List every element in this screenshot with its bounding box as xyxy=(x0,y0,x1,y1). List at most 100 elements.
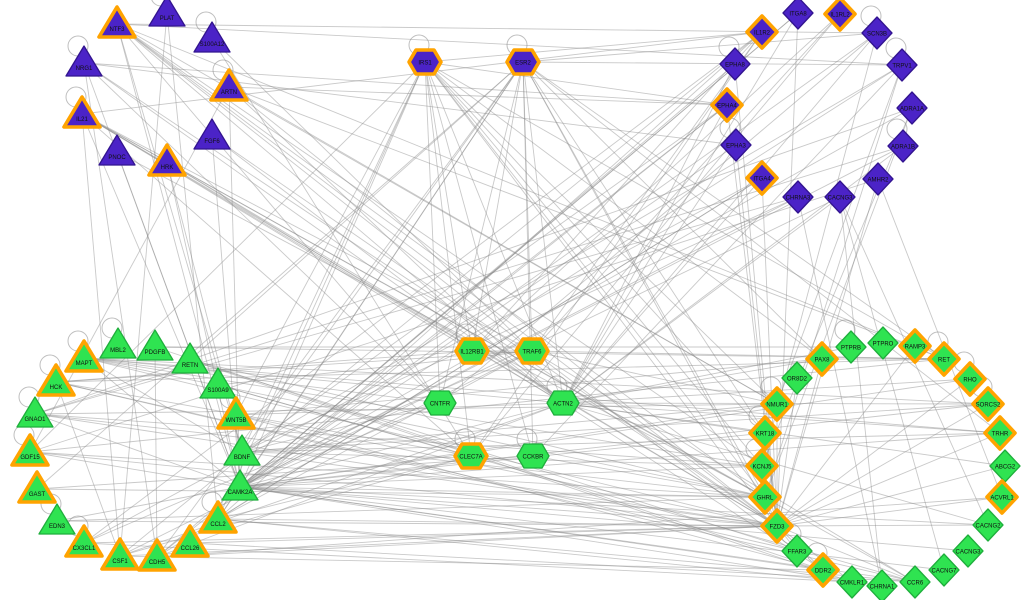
edge-fzd3-abcg2 xyxy=(776,465,1006,527)
node-camk2a[interactable] xyxy=(221,469,259,501)
node-edn3[interactable] xyxy=(38,503,76,535)
node-itga8[interactable] xyxy=(782,0,814,30)
edge-esr2-il12rb1 xyxy=(471,61,524,352)
node-s100a12[interactable] xyxy=(193,21,231,53)
edge-irs1-epha4 xyxy=(424,61,728,106)
node-krt18[interactable] xyxy=(748,415,782,451)
node-clec7a[interactable] xyxy=(453,442,489,470)
node-fzd3[interactable] xyxy=(760,508,794,544)
edge-epha8-actn2 xyxy=(562,63,736,404)
node-kcnj5[interactable] xyxy=(745,448,779,484)
node-esr2[interactable] xyxy=(505,48,541,76)
node-wnt5b[interactable] xyxy=(216,396,256,430)
node-il1rl2[interactable] xyxy=(823,0,857,32)
node-artn[interactable] xyxy=(209,68,249,102)
node-actn2[interactable] xyxy=(546,390,580,416)
node-ptprb[interactable] xyxy=(835,330,867,364)
node-gast[interactable] xyxy=(17,470,57,504)
edge-chrna3-camk2a xyxy=(239,196,799,488)
node-adra1a[interactable] xyxy=(896,91,928,125)
edge-fzd3-pax8 xyxy=(776,358,823,527)
edge-esr2-ccl2 xyxy=(217,61,524,520)
node-trhr[interactable] xyxy=(983,415,1017,451)
node-ramp3[interactable] xyxy=(898,328,932,364)
edge-esr2-cntfr xyxy=(439,61,524,404)
node-ccl26[interactable] xyxy=(170,524,210,558)
node-acvrl1[interactable] xyxy=(985,479,1019,515)
edge-ntf3-traf6 xyxy=(116,23,533,352)
node-ghrl[interactable] xyxy=(748,479,782,515)
node-sorcs2[interactable] xyxy=(971,386,1005,422)
node-cacng2[interactable] xyxy=(972,508,1004,542)
node-plat[interactable] xyxy=(148,0,186,27)
node-cx3cl1[interactable] xyxy=(64,524,104,558)
node-epha8[interactable] xyxy=(719,47,751,81)
node-pdgfb[interactable] xyxy=(136,329,174,361)
node-trpv1[interactable] xyxy=(886,48,918,82)
node-chrna1[interactable] xyxy=(866,569,898,600)
node-epha4[interactable] xyxy=(710,87,744,123)
node-il21[interactable] xyxy=(62,95,102,129)
node-epha3[interactable] xyxy=(720,128,752,162)
node-bdnf[interactable] xyxy=(223,434,261,466)
node-fgf6[interactable] xyxy=(193,118,231,150)
node-chrna3[interactable] xyxy=(782,180,814,214)
node-scn3b[interactable] xyxy=(861,16,893,50)
node-il1r2[interactable] xyxy=(745,14,779,50)
edge-gdf15-ghrl xyxy=(29,451,766,498)
node-or8d2[interactable] xyxy=(781,361,813,395)
node-cacng7[interactable] xyxy=(928,553,960,587)
edge-retn-ghrl xyxy=(189,359,766,498)
node-cdh5[interactable] xyxy=(137,538,177,572)
edge-actn2-wnt5b xyxy=(235,402,564,416)
node-il12rb1[interactable] xyxy=(454,337,490,365)
edge-cntfr-camk2a xyxy=(239,402,441,488)
node-ptpro[interactable] xyxy=(867,326,899,360)
node-itga4[interactable] xyxy=(745,160,779,196)
node-ntf3[interactable] xyxy=(97,5,137,39)
node-adra1b[interactable] xyxy=(887,129,919,163)
node-nrg1[interactable] xyxy=(65,45,103,77)
node-pnoc[interactable] xyxy=(98,134,136,166)
edge-gnao1-kcnj5 xyxy=(34,413,763,467)
edge-esr2-gast xyxy=(36,61,524,490)
node-cacng3[interactable] xyxy=(952,534,984,568)
node-ccl2[interactable] xyxy=(198,500,238,534)
node-ret[interactable] xyxy=(927,341,961,377)
node-cmklr1[interactable] xyxy=(836,565,868,599)
node-mbl2[interactable] xyxy=(99,327,137,359)
node-mapt[interactable] xyxy=(64,339,104,373)
edge-nrg1-cdh5 xyxy=(83,62,158,558)
node-hrk[interactable] xyxy=(147,143,187,177)
edge-wnt5b-ddr2 xyxy=(235,414,824,571)
edge-il1r2-cx3cl1 xyxy=(83,31,763,544)
edge-irs1-nmur1 xyxy=(424,61,778,405)
node-pax8[interactable] xyxy=(805,341,839,377)
node-gdf15[interactable] xyxy=(10,433,50,467)
node-hck[interactable] xyxy=(36,363,76,397)
node-rho[interactable] xyxy=(953,361,987,397)
node-amhr2[interactable] xyxy=(862,162,894,196)
node-s100a9[interactable] xyxy=(199,367,237,399)
node-nmur1[interactable] xyxy=(760,386,794,422)
node-traf6[interactable] xyxy=(514,337,550,365)
node-gnao1[interactable] xyxy=(16,396,54,428)
edge-camk2a-sorcs2 xyxy=(239,403,989,488)
edge-artn-ret xyxy=(228,86,945,360)
node-ddr2[interactable] xyxy=(806,552,840,588)
node-ccr6[interactable] xyxy=(899,565,931,599)
edge-clec7a-ccl2 xyxy=(217,455,472,520)
edge-esr2-cckbr xyxy=(522,61,534,457)
edge-il1r2-il12rb1 xyxy=(471,31,763,352)
node-cckbr[interactable] xyxy=(516,443,550,469)
edge-gnao1-ghrl xyxy=(34,413,766,498)
edge-actn2-camk2a xyxy=(239,402,564,488)
node-csf1[interactable] xyxy=(100,537,140,571)
edge-il21-traf6 xyxy=(81,113,533,352)
node-irs1[interactable] xyxy=(407,48,443,76)
node-ffar3[interactable] xyxy=(781,534,813,568)
node-cacng3p[interactable] xyxy=(824,180,856,214)
node-retn[interactable] xyxy=(171,342,209,374)
node-cntfr[interactable] xyxy=(423,390,457,416)
